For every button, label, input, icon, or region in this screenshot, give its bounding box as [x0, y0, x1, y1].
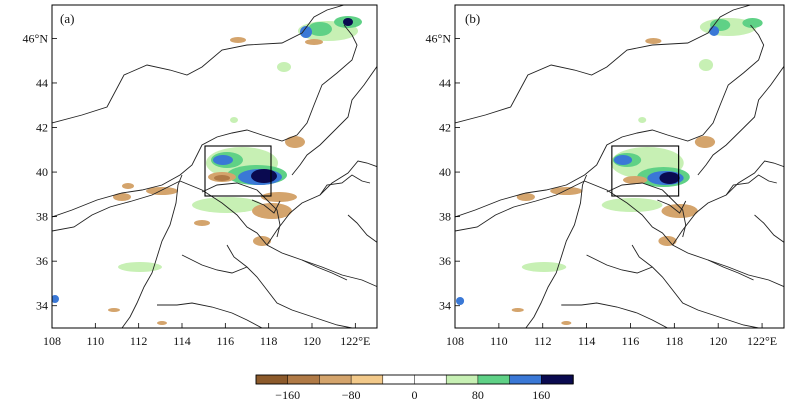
colorbar-tick-label: 0: [412, 388, 418, 402]
colorbar-tick-label: 80: [472, 388, 484, 402]
lat-tick-label: 46°N: [426, 31, 452, 45]
colorbar-tick-label: 160: [532, 388, 550, 402]
lat-tick-label: 42: [439, 121, 451, 135]
lat-tick-label: 42: [36, 121, 48, 135]
lon-tick-label: 116: [217, 334, 235, 348]
colorbar-swatch: [509, 374, 543, 385]
lon-tick-label: 108: [446, 334, 464, 348]
panel-b-map: [455, 5, 784, 328]
lat-tick-label: 40: [36, 165, 48, 179]
panel-a-boundaries: [52, 5, 377, 328]
colorbar-frame: [255, 374, 574, 385]
panel-a-ticks: 108 110 112 114 116 118 120 122°E 34 36 38 40 42 44 46…: [23, 31, 371, 348]
colorbar-swatch: [255, 374, 289, 385]
lon-tick-label: 114: [173, 334, 191, 348]
panel-b-ticks: 108 110 112 114 116 118 120 122°E 34 36 38 40 42 44 46…: [426, 31, 778, 348]
panel-a-study-box: [204, 145, 272, 197]
colorbar-labels: −160 −80 0 80 160: [275, 388, 550, 402]
lon-tick-label: 120: [709, 334, 727, 348]
colorbar-swatch: [445, 374, 479, 385]
colorbar-swatches: [255, 374, 574, 385]
panel-b-label: (b): [465, 11, 480, 26]
lon-tick-label: 114: [578, 334, 596, 348]
panel-b-shading: [456, 18, 763, 325]
colorbar-swatch: [382, 374, 416, 385]
lon-tick-label: 122°E: [340, 334, 370, 348]
lat-tick-label: 34: [36, 299, 48, 313]
lon-tick-label: 112: [534, 334, 552, 348]
colorbar-swatch: [319, 374, 352, 385]
lon-tick-label: 118: [666, 334, 684, 348]
panel-a-map: [52, 5, 377, 328]
lat-tick-label: 40: [439, 165, 451, 179]
lat-tick-label: 44: [439, 76, 451, 90]
lat-tick-label: 44: [36, 76, 48, 90]
colorbar-swatch: [287, 374, 321, 385]
panel-a-shading: [52, 16, 362, 325]
panel-b-study-box: [611, 145, 680, 197]
colorbar-swatch: [414, 374, 447, 385]
colorbar-tick-label: −80: [342, 388, 361, 402]
panel-b-boundaries: [455, 5, 784, 328]
lat-tick-label: 34: [439, 299, 451, 313]
lat-tick-label: 36: [439, 254, 451, 268]
panel-b: (b) 108 110 112 114 116 118 120 122°E 34 36 38 40 42…: [426, 4, 785, 348]
colorbar-swatch: [477, 374, 511, 385]
panel-a-frame: [51, 4, 378, 329]
colorbar-swatch: [350, 374, 384, 385]
lat-tick-label: 36: [36, 254, 48, 268]
lon-tick-label: 116: [622, 334, 640, 348]
lon-tick-label: 122°E: [747, 334, 777, 348]
colorbar: −160 −80 0 80 160: [255, 374, 574, 402]
lat-tick-label: 38: [439, 210, 451, 224]
lat-tick-label: 46°N: [23, 31, 49, 45]
lon-tick-label: 118: [260, 334, 278, 348]
lon-tick-label: 110: [87, 334, 105, 348]
lat-tick-label: 38: [36, 210, 48, 224]
lon-tick-label: 110: [490, 334, 508, 348]
colorbar-tick-label: −160: [275, 388, 300, 402]
lon-tick-label: 120: [303, 334, 321, 348]
colorbar-swatch: [541, 374, 574, 385]
lon-tick-label: 108: [43, 334, 61, 348]
panel-a: (a) 108 110 112 114 116 118 120 122°E 34 36 38 40 42…: [23, 4, 378, 348]
panel-a-label: (a): [60, 11, 74, 26]
panel-b-frame: [454, 4, 785, 329]
lon-tick-label: 112: [130, 334, 148, 348]
